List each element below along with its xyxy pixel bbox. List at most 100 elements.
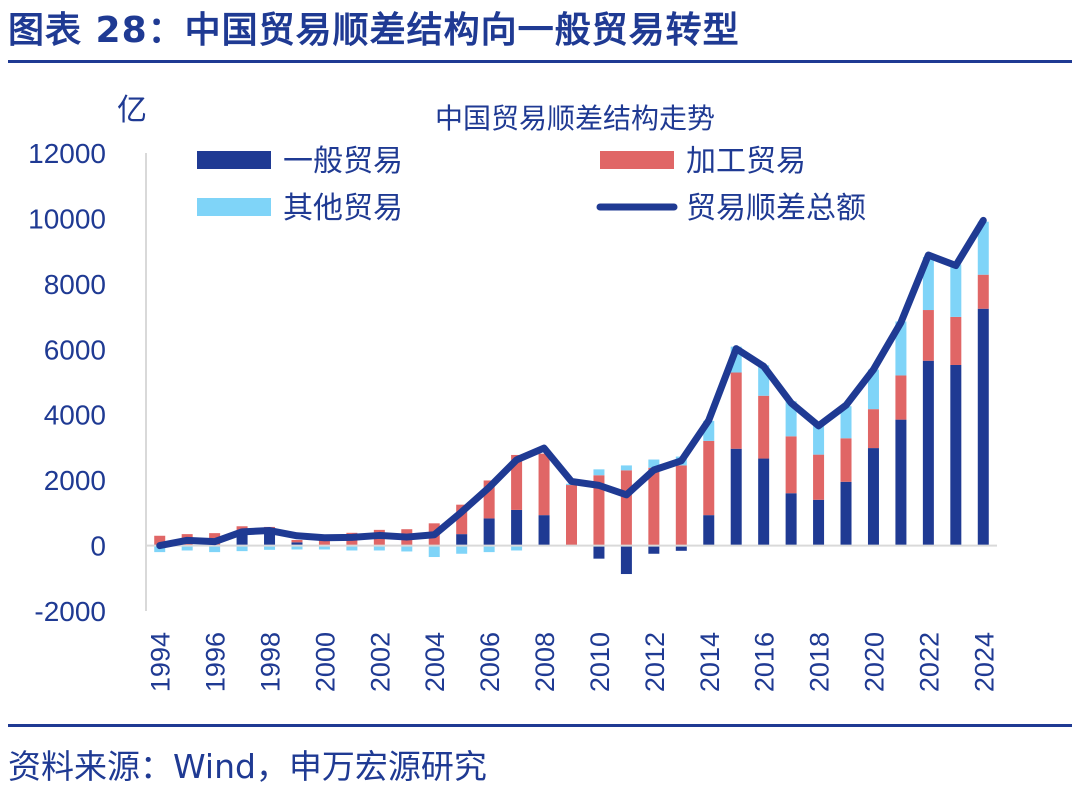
x-tick-label: 2008 xyxy=(530,632,560,692)
y-tick-labels: -2000 0 2000 4000 6000 8000 10000 12000 xyxy=(28,138,106,627)
general-trade-bar xyxy=(236,530,248,546)
general-trade-bar xyxy=(675,545,687,551)
other-trade-bar xyxy=(209,545,221,553)
other-trade-bar xyxy=(648,459,660,468)
x-tick-label: 2004 xyxy=(420,632,450,692)
y-tick-label: 4000 xyxy=(44,400,106,431)
general-trade-bar xyxy=(703,515,715,546)
processing-trade-bar xyxy=(620,470,632,546)
x-tick-label: 2022 xyxy=(914,632,944,692)
x-tick-label: 1998 xyxy=(256,632,286,692)
other-trade-bar xyxy=(181,545,193,551)
general-trade-bar xyxy=(730,448,742,546)
other-trade-bar xyxy=(950,264,962,317)
processing-trade-bar xyxy=(675,465,687,546)
processing-trade-bar xyxy=(154,535,166,545)
y-tick-label: 8000 xyxy=(44,269,106,300)
y-tick-label: 0 xyxy=(90,531,106,562)
x-tick-label: 2012 xyxy=(640,632,670,692)
legend-total-surplus-label: 贸易顺差总额 xyxy=(686,192,866,225)
legend-general-trade-swatch xyxy=(197,151,271,169)
x-tick-label: 2014 xyxy=(695,632,725,692)
general-trade-bar xyxy=(867,448,879,546)
general-trade-bar xyxy=(785,493,797,546)
other-trade-bar xyxy=(511,545,523,551)
other-trade-bar xyxy=(456,545,468,554)
other-trade-bar xyxy=(236,545,248,552)
x-tick-labels: 1994 1996 1998 2000 2002 2004 2006 2008 2010 2012… xyxy=(146,632,1000,692)
processing-trade-bar xyxy=(758,395,770,459)
general-trade-bar xyxy=(648,545,660,554)
y-tick-label: 10000 xyxy=(28,203,106,234)
other-trade-bar xyxy=(483,545,495,553)
y-tick-label: 12000 xyxy=(28,138,106,169)
legend-processing-trade-swatch xyxy=(600,151,674,169)
other-trade-bar xyxy=(977,221,989,275)
processing-trade-bar xyxy=(648,467,660,546)
processing-trade-bar xyxy=(922,310,934,361)
general-trade-bar xyxy=(922,360,934,546)
general-trade-bar xyxy=(538,515,550,546)
legend-other-trade-swatch xyxy=(197,198,271,216)
x-tick-label: 2000 xyxy=(310,632,340,692)
legend-other-trade-label: 其他贸易 xyxy=(283,192,403,225)
source-note: 资料来源：Wind，申万宏源研究 xyxy=(8,747,487,786)
x-tick-label: 2016 xyxy=(750,632,780,692)
other-trade-bar xyxy=(318,545,330,550)
general-trade-bar xyxy=(977,308,989,546)
general-trade-bar xyxy=(511,509,523,546)
general-trade-bar xyxy=(840,481,852,546)
other-trade-bar xyxy=(730,346,742,373)
general-trade-bar xyxy=(620,545,632,575)
y-tick-label: -2000 xyxy=(34,596,106,627)
figure-title: 图表 28：中国贸易顺差结构向一般贸易转型 xyxy=(8,10,740,51)
processing-trade-bar xyxy=(730,372,742,449)
processing-trade-bar xyxy=(977,274,989,309)
title-rule xyxy=(8,60,1072,63)
processing-trade-bar xyxy=(895,375,907,420)
x-tick-label: 2020 xyxy=(859,632,889,692)
processing-trade-bar xyxy=(785,436,797,494)
other-trade-bar xyxy=(703,420,715,441)
general-trade-bar xyxy=(291,542,303,546)
other-trade-bar xyxy=(264,545,276,550)
y-axis-unit: 亿 xyxy=(117,94,147,127)
trade-surplus-total-line xyxy=(156,216,987,550)
processing-trade-bar xyxy=(566,485,577,546)
processing-trade-bar xyxy=(813,454,825,500)
processing-trade-bar xyxy=(840,438,852,482)
other-trade-bar xyxy=(593,469,605,476)
general-trade-bar xyxy=(758,458,770,546)
other-trade-bar xyxy=(620,465,632,471)
y-tick-label: 6000 xyxy=(44,334,106,365)
general-trade-bar xyxy=(593,545,605,559)
processing-trade-bar xyxy=(456,504,468,535)
chart-title: 中国贸易顺差结构走势 xyxy=(435,103,715,134)
x-tick-label: 2006 xyxy=(475,632,505,692)
x-tick-label: 2018 xyxy=(805,632,835,692)
source-rule xyxy=(8,724,1072,727)
x-tick-label: 1996 xyxy=(201,632,231,692)
processing-trade-bar xyxy=(511,454,523,510)
total-line-layer xyxy=(156,216,987,550)
general-trade-bar xyxy=(895,419,907,546)
other-trade-bar xyxy=(922,257,934,311)
chart-axes xyxy=(145,153,997,611)
x-tick-label: 2002 xyxy=(365,632,395,692)
general-trade-bar xyxy=(483,518,495,546)
processing-trade-bar xyxy=(950,316,962,365)
general-trade-bar xyxy=(950,364,962,546)
processing-trade-bar xyxy=(593,475,605,546)
processing-trade-bar xyxy=(867,409,879,449)
processing-trade-bar xyxy=(291,540,303,543)
other-trade-bar xyxy=(428,546,440,558)
legend-processing-trade-label: 加工贸易 xyxy=(686,145,806,178)
general-trade-bar xyxy=(456,534,468,546)
general-trade-bar xyxy=(813,499,825,546)
y-tick-label: 2000 xyxy=(44,465,106,496)
x-tick-label: 2024 xyxy=(969,632,999,692)
general-trade-bar xyxy=(264,529,276,546)
processing-trade-bar xyxy=(538,453,550,516)
